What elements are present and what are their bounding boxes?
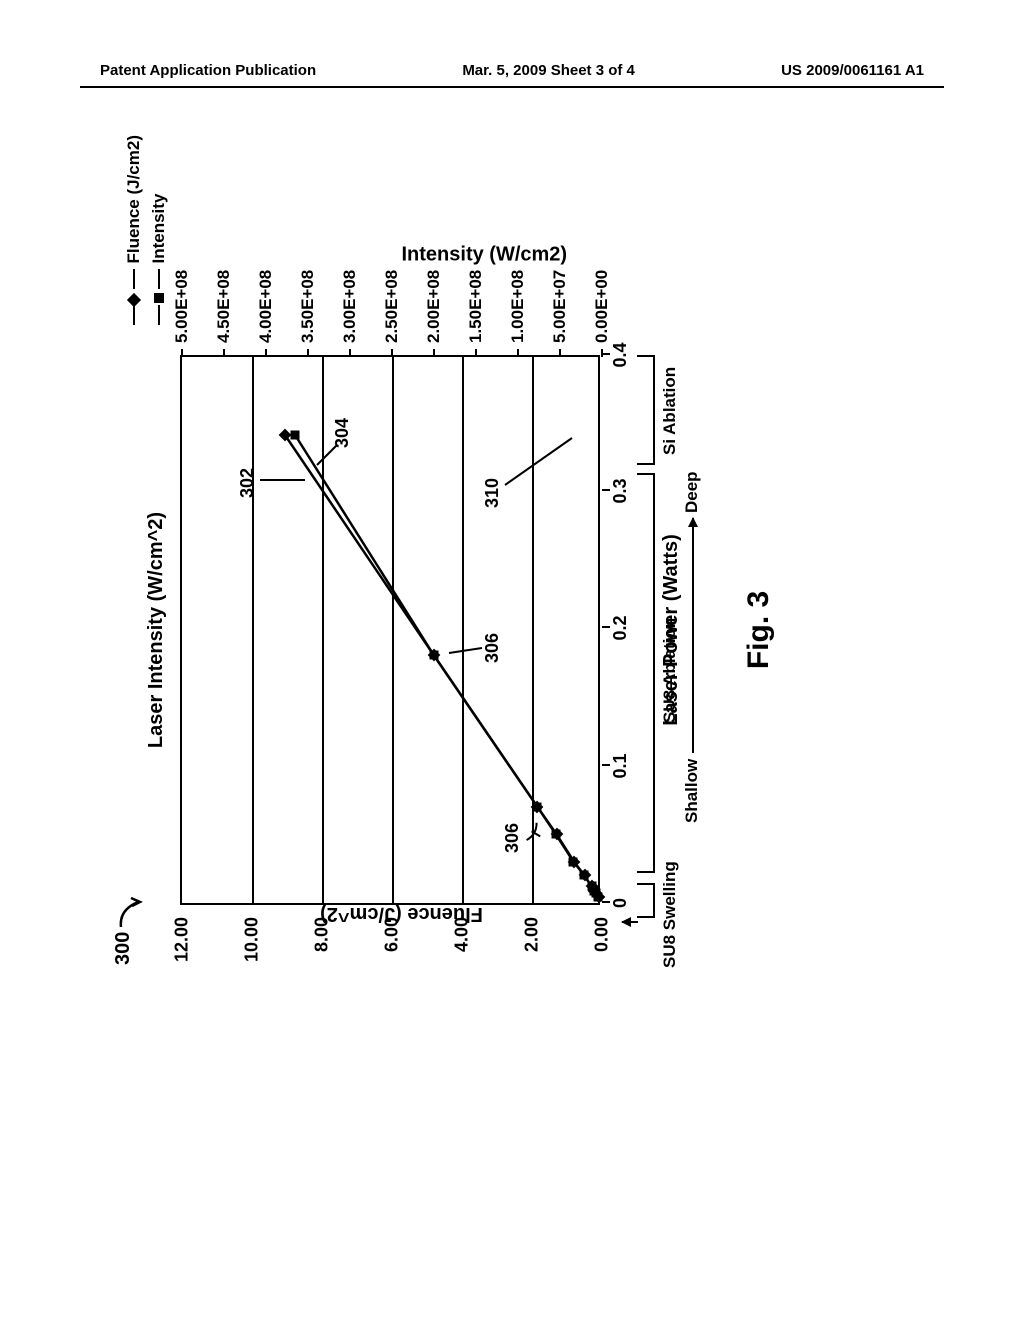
y-right-axis-title: Intensity (W/cm2): [402, 244, 568, 267]
region-bracket: [637, 883, 655, 918]
arrow-up-icon: [622, 921, 638, 923]
callout-300: 300: [112, 932, 135, 965]
legend-intensity: Intensity: [149, 135, 169, 326]
y-left-tick-label: 12.00: [172, 917, 193, 962]
y-right-tick-label: 2.50E+08: [382, 270, 402, 343]
header-left: Patent Application Publication: [100, 62, 316, 79]
legend-fluence: Fluence (J/cm2): [124, 135, 144, 326]
y-right-tick-label: 5.00E+07: [550, 270, 570, 343]
y-right-tick-label: 3.00E+08: [340, 270, 360, 343]
x-tick: [602, 626, 610, 628]
y-left-tick-label: 0.00: [592, 917, 613, 952]
legend-line-icon: [158, 306, 160, 326]
region-bracket: [637, 473, 655, 873]
legend-intensity-label: Intensity: [149, 194, 169, 264]
callout-line: [260, 479, 305, 481]
x-tick-label: 0: [610, 898, 631, 908]
x-tick: [602, 764, 610, 766]
y-right-tick-label: 2.00E+08: [424, 270, 444, 343]
callout-line: [312, 440, 342, 470]
figure-caption: Fig. 3: [742, 355, 776, 905]
legend-line-icon: [158, 270, 160, 290]
legend-line-icon: [133, 306, 135, 326]
square-marker-icon: [580, 871, 589, 880]
header-right: US 2009/0061161 A1: [781, 62, 924, 79]
plot-area: 0.00 2.00 4.00 6.00 8.00 10.00 12.00 0.0…: [180, 355, 600, 905]
callout-302: 302: [237, 468, 258, 498]
region-shallow: Shallow: [682, 759, 702, 823]
callout-line: [502, 433, 577, 488]
callout-line: [447, 638, 487, 663]
arrow-right-icon: [692, 518, 694, 753]
y-right-tick-label: 1.50E+08: [466, 270, 486, 343]
y-right-tick-label: 1.00E+08: [508, 270, 528, 343]
square-marker-icon: [551, 830, 560, 839]
square-marker-icon: [430, 651, 439, 660]
page-header: Patent Application Publication Mar. 5, 2…: [0, 62, 1024, 79]
x-tick: [602, 901, 610, 903]
diamond-marker-icon: [127, 293, 141, 307]
figure-3: 300 Laser Intensity (W/cm^2) Fluence (J/…: [130, 265, 880, 985]
callout-brace-icon: [522, 818, 552, 848]
legend-line-icon: [133, 270, 135, 290]
callout-310: 310: [482, 478, 503, 508]
chart-title: Laser Intensity (W/cm^2): [145, 355, 168, 905]
x-tick-label: 0.4: [610, 342, 631, 367]
y-left-axis-title: Fluence (J/cm^2): [320, 902, 483, 925]
y-right-tick-label: 5.00E+08: [172, 270, 192, 343]
y-right-tick-label: 4.50E+08: [214, 270, 234, 343]
header-center: Mar. 5, 2009 Sheet 3 of 4: [462, 62, 635, 79]
square-marker-icon: [533, 802, 542, 811]
region-deep: Deep: [682, 471, 702, 513]
x-tick: [602, 489, 610, 491]
square-marker-icon: [154, 294, 164, 304]
chart-legend: Fluence (J/cm2) Intensity: [124, 135, 174, 326]
square-marker-icon: [569, 857, 578, 866]
x-tick: [602, 353, 610, 355]
header-divider: [80, 86, 944, 88]
legend-fluence-label: Fluence (J/cm2): [124, 135, 144, 264]
region-bracket: [637, 355, 655, 465]
callout-306a: 306: [502, 823, 523, 853]
intensity-line: [295, 436, 598, 898]
square-marker-icon: [291, 431, 300, 440]
y-left-tick-label: 10.00: [242, 917, 263, 962]
x-axis-title: Laser Power (Watts): [660, 355, 683, 905]
x-tick-label: 0.3: [610, 478, 631, 503]
y-right-tick-label: 3.50E+08: [298, 270, 318, 343]
chart-wrapper: 300 Laser Intensity (W/cm^2) Fluence (J/…: [130, 265, 880, 985]
x-tick-label: 0.1: [610, 753, 631, 778]
x-tick-label: 0.2: [610, 615, 631, 640]
y-right-tick-label: 4.00E+08: [256, 270, 276, 343]
y-right-tick-label: 0.00E+00: [592, 270, 612, 343]
y-left-tick-label: 2.00: [522, 917, 543, 952]
square-marker-icon: [587, 882, 596, 891]
